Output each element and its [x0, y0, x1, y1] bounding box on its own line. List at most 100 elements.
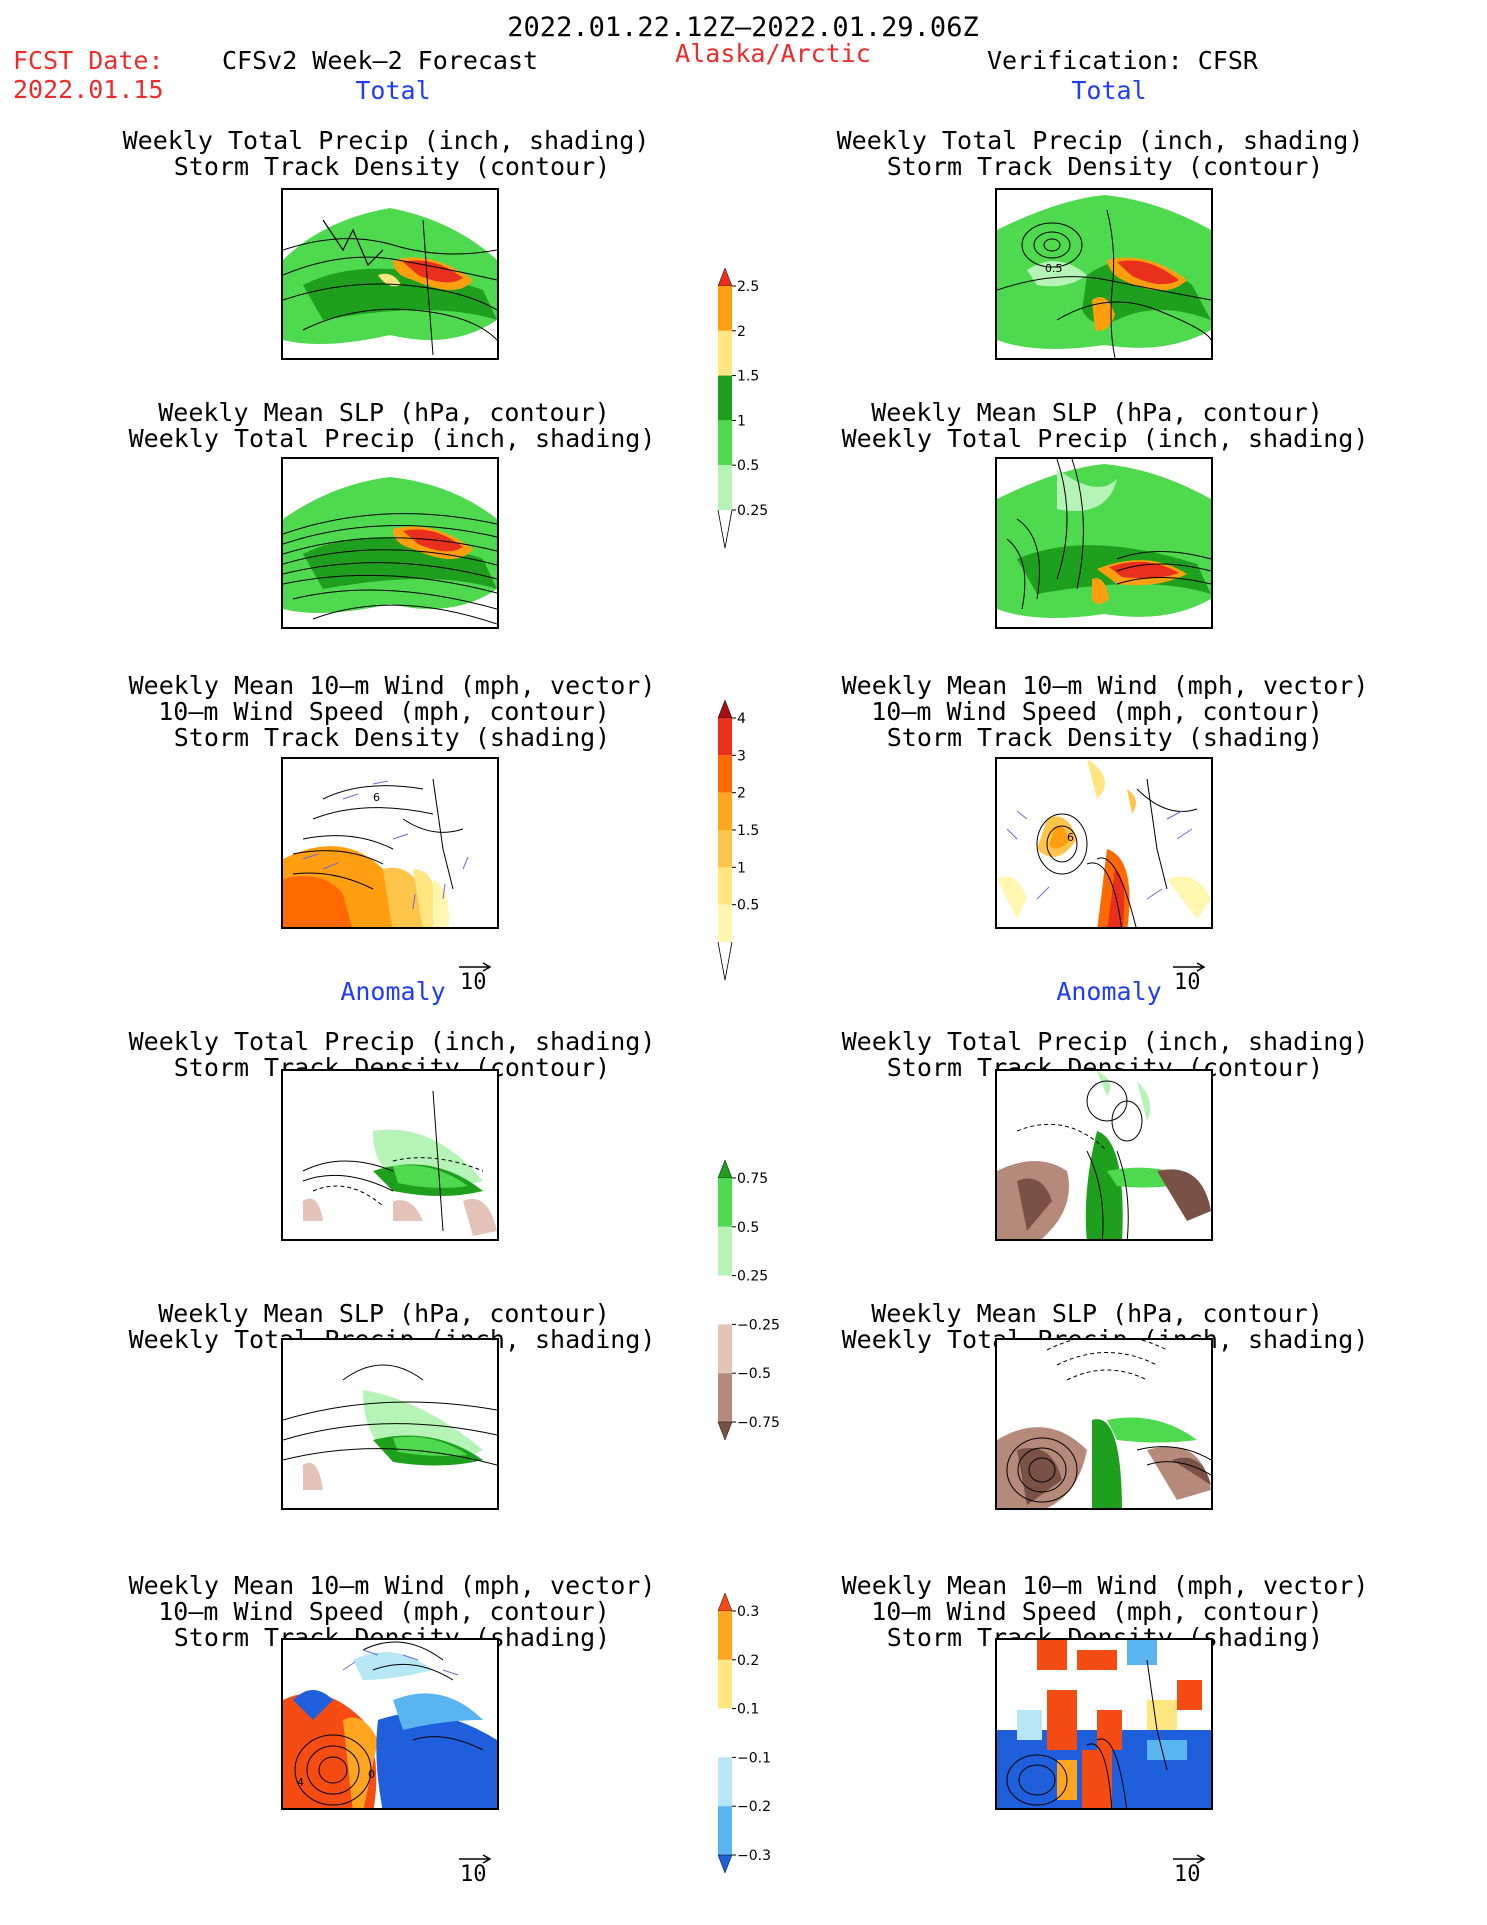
colorbar-tick-label: 0.5 — [737, 1220, 759, 1236]
colorbar-svg: 4 3 2 1.5 1 0.5 — [717, 699, 759, 981]
panel-title: Storm Track Density (shading) — [173, 723, 611, 752]
colorbar-segment — [718, 792, 732, 830]
colorbar-svg: 0.3 0.2 0.1 −0.1 −0.2 −0.3 — [717, 1592, 771, 1874]
map-fcst-total-precip-track — [281, 188, 499, 360]
colorbar-tick-label: 0.3 — [737, 1604, 759, 1620]
colorbar-tick-label: 0.25 — [737, 503, 768, 519]
contour-label: 0 — [368, 1768, 375, 1781]
panel-title: 10—m Wind Speed (mph, contour) — [871, 697, 1323, 726]
fcst-date-label: FCST Date: — [13, 46, 164, 75]
contour-label: 4 — [297, 1776, 304, 1789]
panel-title: Weekly Total Precip (inch, shading) — [841, 424, 1369, 453]
fcst-date-value: 2022.01.15 — [13, 75, 164, 104]
map-fcst-total-wind: 6 — [281, 757, 499, 929]
colorbar-svg: 0.75 0.5 0.25 −0.25 −0.5 −0.75 — [717, 1159, 780, 1441]
vector-reference-arrow — [1172, 1850, 1206, 1869]
map-cfsr-anom-precip-track — [995, 1069, 1213, 1241]
panel-title: Weekly Mean 10—m Wind (mph, vector) — [128, 671, 656, 700]
colorbar-segment — [718, 1178, 732, 1227]
colorbar-cap — [717, 1421, 733, 1441]
colorbar-tick-label: 1.5 — [737, 369, 759, 385]
vector-reference-label: 10 — [1174, 970, 1201, 995]
panel-title: Weekly Mean 10—m Wind (mph, vector) — [128, 1571, 656, 1600]
panel-title: Storm Track Density (contour) — [886, 152, 1324, 181]
map-cfsr-anom-wind — [995, 1638, 1213, 1810]
colorbar-tick-label: −0.5 — [737, 1366, 771, 1382]
colorbar-precip-total: 2.5 2 1.5 1 0.5 0.25 — [717, 267, 798, 552]
colorbar-tick-label: 1.5 — [737, 823, 759, 839]
map-cfsr-anom-slp-precip — [995, 1338, 1213, 1510]
colorbar-track-total: 4 3 2 1.5 1 0.5 — [717, 699, 798, 984]
vector-reference-arrow — [458, 958, 492, 977]
contour-label: 6 — [1067, 831, 1074, 844]
panel-title: Storm Track Density (contour) — [173, 152, 611, 181]
colorbar-segment — [718, 330, 732, 376]
panel-title: Storm Track Density (shading) — [886, 723, 1324, 752]
colorbar-tick-label: 3 — [737, 748, 746, 764]
panel-title: Weekly Mean SLP (hPa, contour) — [158, 398, 610, 427]
colorbar-tick-label: −0.3 — [737, 1848, 771, 1864]
map-cfsr-total-slp-precip — [995, 457, 1213, 629]
colorbar-segment — [718, 867, 732, 905]
colorbar-tick-label: 0.5 — [737, 898, 759, 914]
colorbar-tick-label: 2 — [737, 786, 746, 802]
colorbar-tick-label: −0.25 — [737, 1317, 780, 1333]
section-anomaly-verification: Anomaly — [1056, 977, 1162, 1006]
colorbar-segment — [718, 1324, 732, 1374]
colorbar-segment — [718, 1226, 732, 1276]
colorbar-segment — [718, 904, 732, 942]
colorbar-cap — [717, 1854, 733, 1874]
colorbar-cap — [717, 267, 733, 287]
colorbar-segment — [718, 420, 732, 466]
contour-label: 6 — [373, 791, 380, 804]
section-total-forecast: Total — [355, 76, 431, 105]
colorbar-tick-label: 0.1 — [737, 1702, 759, 1718]
vector-reference-arrow — [458, 1850, 492, 1869]
colorbar-svg: 2.5 2 1.5 1 0.5 0.25 — [717, 267, 768, 549]
panel-title: Weekly Total Precip (inch, shading) — [128, 424, 656, 453]
section-total-verification: Total — [1071, 76, 1147, 105]
colorbar-segment — [718, 1611, 732, 1660]
panel-title: Weekly Mean 10—m Wind (mph, vector) — [841, 1571, 1369, 1600]
colorbar-segment — [718, 286, 732, 331]
map-cfsr-total-precip-track: 0.5 — [995, 188, 1213, 360]
panel-title: Weekly Mean 10—m Wind (mph, vector) — [841, 671, 1369, 700]
colorbar-tick-label: 0.25 — [737, 1269, 768, 1285]
colorbar-segment — [718, 1757, 732, 1807]
colorbar-tick-label: 2.5 — [737, 279, 759, 295]
vector-reference-label: 10 — [460, 970, 487, 995]
contour-label: 0.5 — [1045, 262, 1063, 275]
panel-title: 10—m Wind Speed (mph, contour) — [158, 1597, 610, 1626]
colorbar-tick-label: −0.75 — [737, 1415, 780, 1431]
vector-reference-label: 10 — [460, 1862, 487, 1887]
map-fcst-anom-precip-track — [281, 1069, 499, 1241]
colorbar-cap — [717, 1159, 733, 1179]
verification-title: Verification: CFSR — [987, 46, 1258, 75]
colorbar-segment — [718, 465, 732, 510]
colorbar-tick-label: 0.2 — [737, 1653, 759, 1669]
colorbar-cap — [717, 699, 733, 719]
colorbar-tick-label: −0.2 — [737, 1799, 771, 1815]
colorbar-tick-label: 0.75 — [737, 1171, 768, 1187]
colorbar-segment — [718, 1659, 732, 1709]
panel-title: Weekly Mean SLP (hPa, contour) — [158, 1299, 610, 1328]
colorbar-cap — [717, 509, 733, 549]
colorbar-track-anomaly: 0.3 0.2 0.1 −0.1 −0.2 −0.3 — [717, 1592, 798, 1877]
colorbar-segment — [718, 718, 732, 756]
panel-title: Storm Track Density (shading) — [173, 1623, 611, 1652]
colorbar-segment — [718, 755, 732, 793]
colorbar-tick-label: 2 — [737, 324, 746, 340]
map-cfsr-total-wind: 6 — [995, 757, 1213, 929]
panel-title: Weekly Mean SLP (hPa, contour) — [871, 1299, 1323, 1328]
panel-title: 10—m Wind Speed (mph, contour) — [871, 1597, 1323, 1626]
map-fcst-total-slp-precip — [281, 457, 499, 629]
vector-reference-arrow — [1172, 958, 1206, 977]
map-fcst-anom-slp-precip — [281, 1338, 499, 1510]
colorbar-segment — [718, 1708, 732, 1758]
colorbar-segment — [718, 1275, 732, 1325]
colorbar-precip-anomaly: 0.75 0.5 0.25 −0.25 −0.5 −0.75 — [717, 1159, 798, 1444]
panel-title: Weekly Mean SLP (hPa, contour) — [871, 398, 1323, 427]
period-title: 2022.01.22.12Z—2022.01.29.06Z — [507, 12, 979, 43]
colorbar-tick-label: 1 — [737, 860, 746, 876]
region-title: Alaska/Arctic — [675, 39, 871, 68]
